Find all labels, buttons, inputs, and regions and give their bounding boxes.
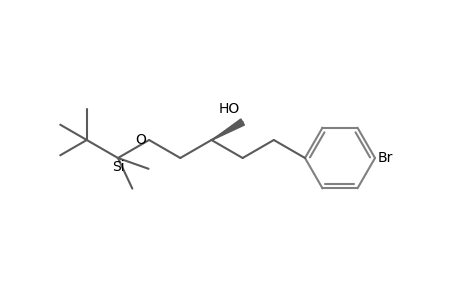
Text: Br: Br bbox=[377, 151, 392, 165]
Polygon shape bbox=[211, 119, 244, 140]
Text: O: O bbox=[135, 133, 146, 147]
Text: Si: Si bbox=[112, 160, 124, 174]
Text: HO: HO bbox=[218, 102, 239, 116]
